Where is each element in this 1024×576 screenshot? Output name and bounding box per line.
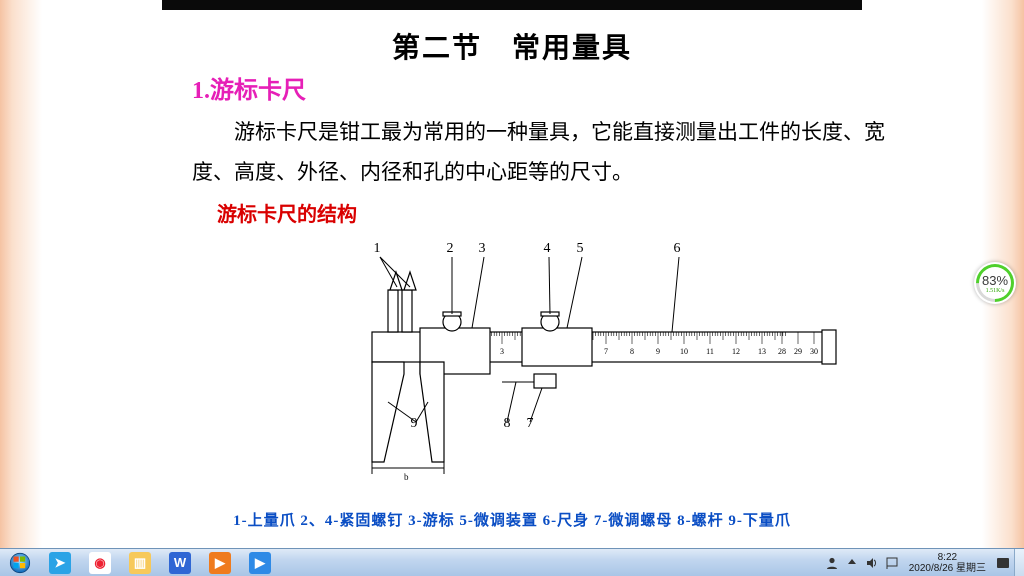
flag-icon[interactable] [885, 556, 899, 570]
heading-magenta: 1.游标卡尺 [192, 70, 306, 105]
volume-icon[interactable] [865, 556, 879, 570]
callout-7: 7 [527, 416, 534, 431]
callout-4: 4 [544, 241, 551, 256]
callout-2: 2 [447, 241, 454, 256]
ime-icon[interactable] [996, 556, 1010, 570]
svg-text:8: 8 [630, 347, 634, 356]
taskbar: ➤◉▥W▶▶ 8:22 2020/8/26 星期三 [0, 548, 1024, 576]
svg-text:10: 10 [680, 347, 688, 356]
slide-edge-left [0, 0, 42, 548]
up-icon[interactable] [845, 556, 859, 570]
taskbar-clock[interactable]: 8:22 2020/8/26 星期三 [905, 552, 990, 574]
callout-1: 1 [374, 241, 381, 256]
start-button[interactable] [0, 549, 40, 576]
svg-text:3: 3 [500, 347, 504, 356]
svg-text:30: 30 [810, 347, 818, 356]
section-title: 第二节 常用量具 [42, 26, 982, 66]
battery-widget[interactable]: 83% 1.51K/s [974, 262, 1016, 304]
callout-6: 6 [674, 241, 681, 256]
callout-8: 8 [504, 416, 511, 431]
paragraph-body: 游标卡尺是钳工最为常用的一种量具，它能直接测量出工件的长度、宽度、高度、外径、内… [192, 112, 892, 192]
subheading-red: 游标卡尺的结构 [217, 198, 357, 227]
svg-text:7: 7 [604, 347, 608, 356]
video-app[interactable]: ▶ [241, 551, 279, 575]
dimension-b: b [404, 472, 409, 482]
browser-app[interactable]: ◉ [81, 551, 119, 575]
slide-body: 第二节 常用量具 1.游标卡尺 游标卡尺是钳工最为常用的一种量具，它能直接测量出… [42, 0, 982, 548]
svg-text:9: 9 [656, 347, 660, 356]
arrow-app[interactable]: ➤ [41, 551, 79, 575]
svg-text:29: 29 [794, 347, 802, 356]
callout-5: 5 [577, 241, 584, 256]
slide-top-black-bar [162, 0, 862, 10]
caliper-diagram: 012345678910111213282930 b [302, 232, 842, 482]
svg-text:13: 13 [758, 347, 766, 356]
clock-time: 8:22 [909, 552, 986, 563]
svg-text:12: 12 [732, 347, 740, 356]
callout-3: 3 [479, 241, 486, 256]
show-desktop-button[interactable] [1014, 549, 1024, 576]
battery-percent: 83% [982, 273, 1008, 288]
callout-9: 9 [411, 416, 418, 431]
folder-app[interactable]: ▥ [121, 551, 159, 575]
svg-text:11: 11 [706, 347, 714, 356]
battery-sub: 1.51K/s [986, 288, 1005, 294]
svg-text:28: 28 [778, 347, 786, 356]
user-icon[interactable] [825, 556, 839, 570]
clock-date: 2020/8/26 星期三 [909, 563, 986, 574]
wps-app[interactable]: W [161, 551, 199, 575]
system-tray: 8:22 2020/8/26 星期三 [821, 552, 1014, 574]
player-app[interactable]: ▶ [201, 551, 239, 575]
diagram-legend: 1-上量爪 2、4-紧固螺钉 3-游标 5-微调装置 6-尺身 7-微调螺母 8… [42, 509, 982, 530]
